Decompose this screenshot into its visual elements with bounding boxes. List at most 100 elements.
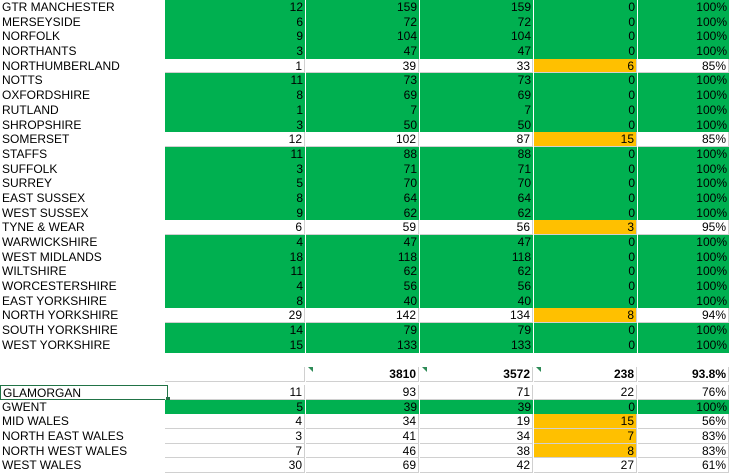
selection-fill-handle[interactable] <box>166 396 170 401</box>
completed-cell[interactable]: 134 <box>420 308 533 324</box>
count-cell[interactable]: 14 <box>165 323 305 338</box>
percentage-cell[interactable]: 56% <box>638 414 729 429</box>
region-name-cell[interactable]: WEST YORKSHIRE <box>2 337 111 352</box>
region-name-cell[interactable]: STAFFS <box>2 146 48 161</box>
percentage-cell[interactable]: 100% <box>638 117 729 133</box>
percentage-cell[interactable]: 100% <box>638 190 729 206</box>
difference-cell[interactable]: 0 <box>534 279 637 294</box>
percentage-cell[interactable]: 100% <box>638 323 729 338</box>
count-cell[interactable]: 29 <box>165 308 305 324</box>
completed-cell[interactable]: 40 <box>420 293 533 309</box>
region-name-cell[interactable]: WEST SUSSEX <box>2 205 89 220</box>
total-cell[interactable]: 71 <box>306 161 419 177</box>
completed-cell[interactable]: 118 <box>420 249 533 265</box>
total-cell[interactable]: 72 <box>306 14 419 30</box>
percentage-cell[interactable]: 100% <box>638 399 729 415</box>
region-name-cell[interactable]: MERSEYSIDE <box>2 14 81 29</box>
percentage-cell[interactable]: 100% <box>638 161 729 177</box>
region-name-cell[interactable]: WARWICKSHIRE <box>2 235 98 249</box>
difference-cell[interactable]: 0 <box>534 293 637 309</box>
region-name-cell[interactable]: WORCESTERSHIRE <box>2 279 117 294</box>
region-name-cell[interactable]: SOMERSET <box>2 132 70 147</box>
count-cell[interactable]: 9 <box>165 29 305 45</box>
totals-difference-cell[interactable]: 238 <box>534 367 637 382</box>
difference-cell[interactable]: 15 <box>534 414 637 429</box>
region-name-cell[interactable]: GTR MANCHESTER <box>2 0 115 14</box>
difference-cell[interactable]: 0 <box>534 399 637 415</box>
difference-cell[interactable]: 0 <box>534 323 637 338</box>
region-name-cell[interactable]: NORTH EAST WALES <box>2 428 124 443</box>
difference-cell[interactable]: 15 <box>534 132 637 147</box>
difference-cell[interactable]: 8 <box>534 308 637 324</box>
percentage-cell[interactable]: 100% <box>638 102 729 118</box>
count-cell[interactable]: 6 <box>165 14 305 30</box>
completed-cell[interactable]: 47 <box>420 44 533 59</box>
count-cell[interactable]: 11 <box>165 264 305 280</box>
percentage-cell[interactable]: 100% <box>638 249 729 265</box>
totals-count-cell[interactable] <box>165 367 305 382</box>
region-name-cell[interactable]: GLAMORGAN <box>0 384 168 400</box>
difference-cell[interactable]: 0 <box>534 14 637 30</box>
total-cell[interactable]: 41 <box>306 428 419 444</box>
completed-cell[interactable]: 64 <box>420 190 533 206</box>
difference-cell[interactable]: 0 <box>534 88 637 103</box>
total-cell[interactable]: 133 <box>306 337 419 353</box>
difference-cell[interactable]: 0 <box>534 0 637 15</box>
count-cell[interactable]: 15 <box>165 337 305 353</box>
percentage-cell[interactable]: 100% <box>638 337 729 353</box>
region-name-cell[interactable]: SHROPSHIRE <box>2 117 82 132</box>
count-cell[interactable]: 8 <box>165 293 305 309</box>
difference-cell[interactable]: 0 <box>534 235 637 250</box>
difference-cell[interactable]: 0 <box>534 73 637 89</box>
completed-cell[interactable]: 71 <box>420 384 533 400</box>
total-cell[interactable]: 62 <box>306 205 419 221</box>
region-name-cell[interactable]: WEST MIDLANDS <box>2 249 102 264</box>
count-cell[interactable]: 4 <box>165 414 305 429</box>
difference-cell[interactable]: 3 <box>534 220 637 235</box>
count-cell[interactable]: 11 <box>165 146 305 162</box>
count-cell[interactable]: 8 <box>165 88 305 103</box>
count-cell[interactable]: 9 <box>165 205 305 221</box>
percentage-cell[interactable]: 83% <box>638 443 729 459</box>
count-cell[interactable]: 18 <box>165 249 305 265</box>
count-cell[interactable]: 3 <box>165 44 305 59</box>
difference-cell[interactable]: 0 <box>534 102 637 118</box>
difference-cell[interactable]: 7 <box>534 428 637 444</box>
count-cell[interactable]: 12 <box>165 132 305 147</box>
count-cell[interactable]: 3 <box>165 117 305 133</box>
completed-cell[interactable]: 70 <box>420 176 533 191</box>
count-cell[interactable]: 11 <box>165 384 305 400</box>
percentage-cell[interactable]: 100% <box>638 264 729 280</box>
total-cell[interactable]: 62 <box>306 264 419 280</box>
region-name-cell[interactable]: EAST SUSSEX <box>2 190 86 205</box>
count-cell[interactable]: 4 <box>165 279 305 294</box>
total-cell[interactable]: 69 <box>306 88 419 103</box>
total-cell[interactable]: 73 <box>306 73 419 89</box>
totals-completed-cell[interactable]: 3572 <box>420 367 533 382</box>
difference-cell[interactable]: 0 <box>534 146 637 162</box>
completed-cell[interactable]: 72 <box>420 14 533 30</box>
difference-cell[interactable]: 0 <box>534 161 637 177</box>
region-name-cell[interactable]: WILTSHIRE <box>2 264 67 279</box>
completed-cell[interactable]: 88 <box>420 146 533 162</box>
completed-cell[interactable]: 56 <box>420 220 533 235</box>
difference-cell[interactable]: 0 <box>534 264 637 280</box>
completed-cell[interactable]: 62 <box>420 205 533 221</box>
completed-cell[interactable]: 79 <box>420 323 533 338</box>
difference-cell[interactable]: 22 <box>534 384 637 400</box>
percentage-cell[interactable]: 100% <box>638 176 729 191</box>
region-name-cell[interactable]: GWENT <box>2 399 47 414</box>
completed-cell[interactable]: 19 <box>420 414 533 429</box>
region-name-cell[interactable]: NORTH YORKSHIRE <box>2 308 119 323</box>
region-name-cell[interactable]: MID WALES <box>2 414 69 429</box>
region-name-cell[interactable]: NORTHANTS <box>2 44 77 59</box>
difference-cell[interactable]: 0 <box>534 176 637 191</box>
count-cell[interactable]: 3 <box>165 428 305 444</box>
region-name-cell[interactable]: SURREY <box>2 176 53 191</box>
total-cell[interactable]: 64 <box>306 190 419 206</box>
region-name-cell[interactable]: WEST WALES <box>2 458 82 473</box>
total-cell[interactable]: 46 <box>306 443 419 459</box>
total-cell[interactable]: 79 <box>306 323 419 338</box>
count-cell[interactable]: 5 <box>165 176 305 191</box>
